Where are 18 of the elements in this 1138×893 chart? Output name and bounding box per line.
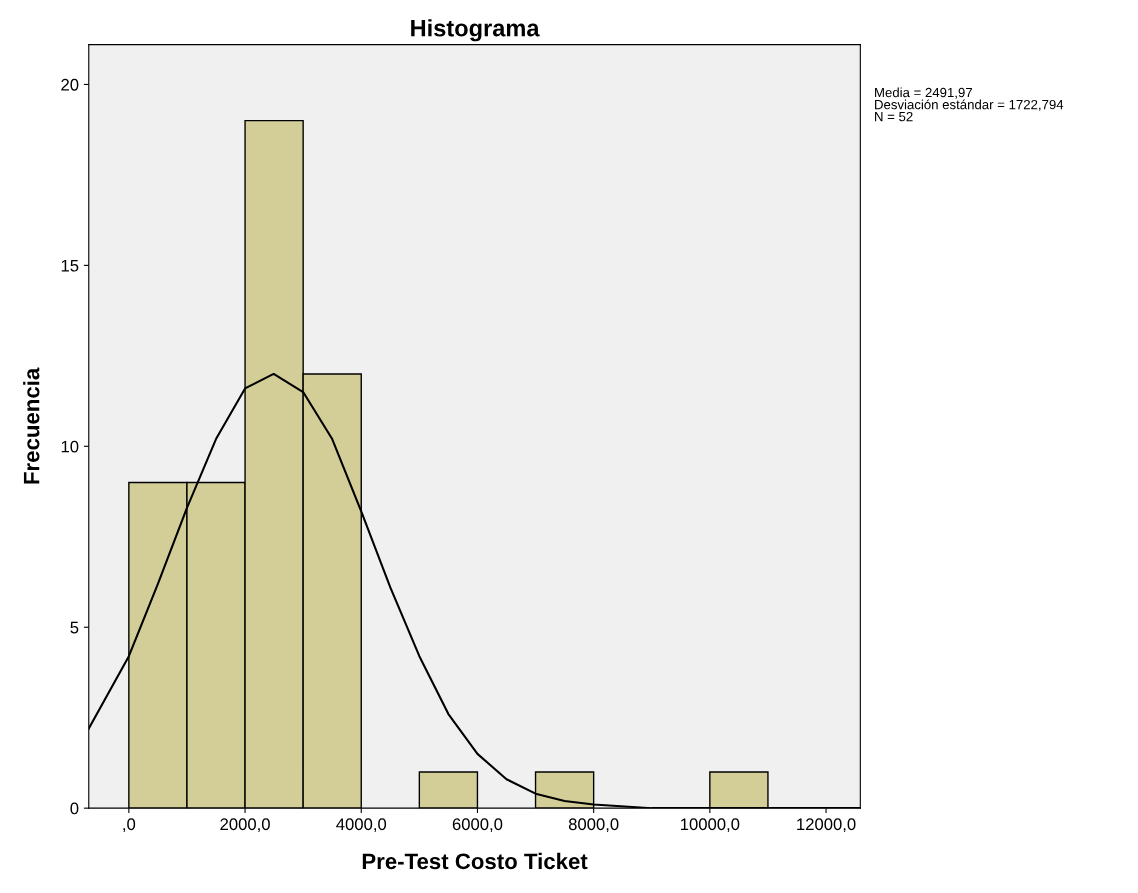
x-tick-label: ,0: [123, 818, 136, 833]
x-tick-label: 6000,0: [452, 818, 503, 833]
y-tick-label: 10: [61, 440, 79, 453]
x-axis-title: Pre-Test Costo Ticket: [362, 852, 588, 870]
y-tick-label: 20: [61, 78, 79, 91]
x-tick-label: 12000,0: [797, 818, 856, 833]
y-tick-label: 0: [70, 802, 79, 815]
y-tick-label: 5: [70, 621, 79, 634]
text: Desviación estándar = 1722,794: [875, 99, 1064, 111]
y-axis-title: Frecuencia: [23, 367, 40, 484]
x-tick-label: 4000,0: [336, 818, 387, 833]
chart-title: Histograma: [411, 19, 540, 42]
text: N = 52: [875, 111, 913, 122]
x-tick-label: 10000,0: [681, 818, 740, 833]
text: Media = 2491,97: [875, 87, 972, 99]
y-tick-label: 15: [61, 259, 79, 272]
x-tick-label: 2000,0: [220, 818, 270, 833]
x-tick-label: 8000,0: [568, 818, 619, 833]
